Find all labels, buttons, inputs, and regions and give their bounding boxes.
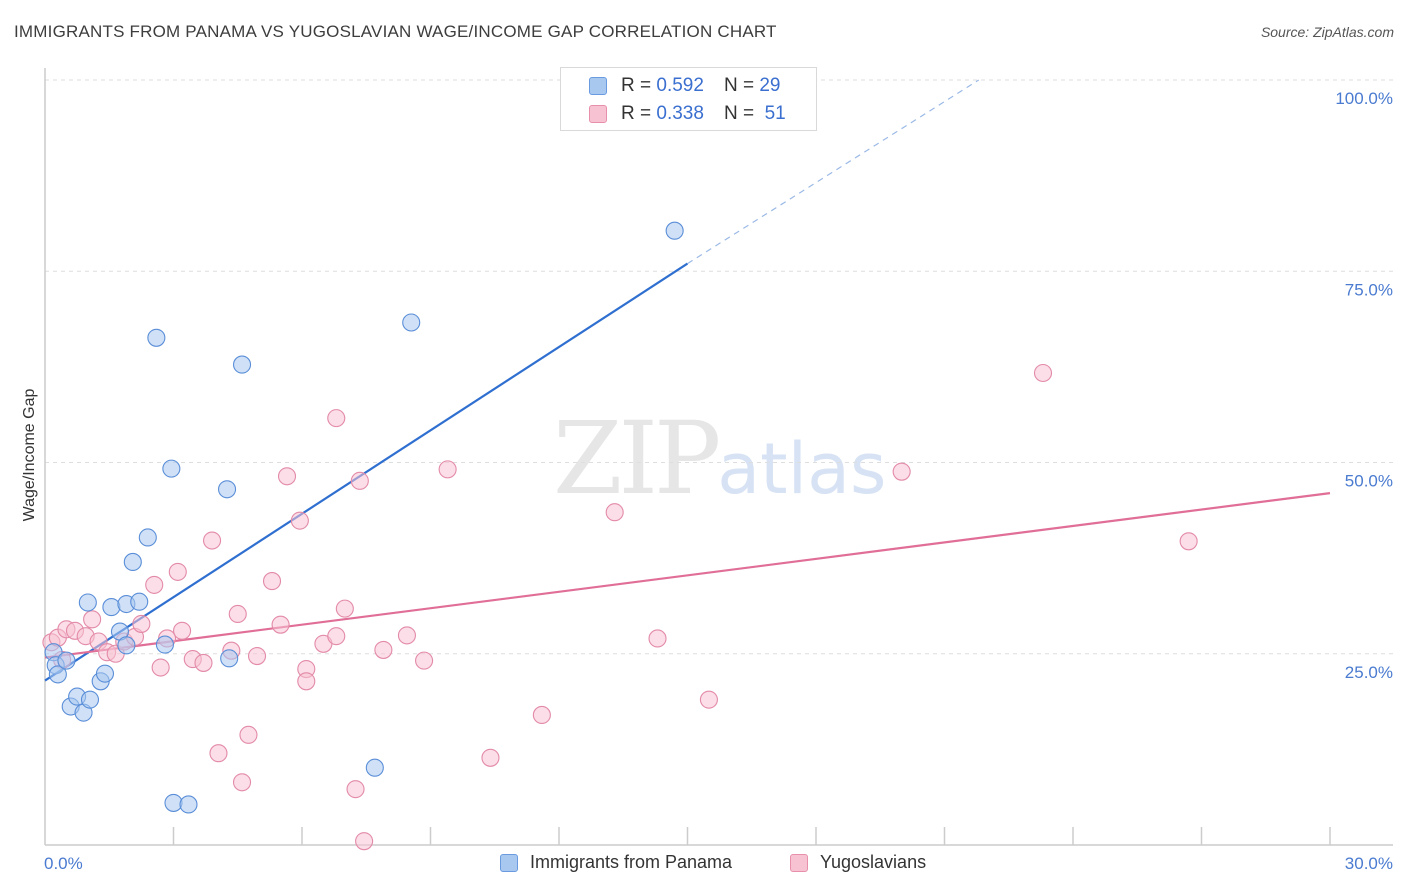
data-point-yugoslavians — [247, 646, 267, 666]
legend-swatch-yugoslavians — [589, 105, 607, 123]
data-point-yugoslavians — [397, 626, 416, 645]
data-point-yugoslavians — [350, 471, 369, 490]
data-point-yugoslavians — [1179, 532, 1198, 551]
data-point-panama — [155, 635, 174, 654]
y-tick-label: 75.0% — [1345, 280, 1393, 299]
data-point-yugoslavians — [346, 780, 365, 799]
data-point-panama — [147, 328, 166, 347]
y-tick-label: 100.0% — [1335, 89, 1393, 108]
legend-n-label: N = — [723, 103, 755, 124]
data-point-panama — [80, 690, 100, 709]
legend-n-label: N = — [723, 75, 755, 96]
data-point-yugoslavians — [297, 672, 316, 691]
data-point-yugoslavians — [648, 629, 667, 648]
data-point-panama — [365, 758, 384, 777]
y-tick-label: 25.0% — [1345, 663, 1393, 682]
legend-r-value-panama: 0.592 — [656, 75, 704, 96]
data-point-yugoslavians — [605, 503, 624, 522]
data-point-yugoslavians — [327, 627, 346, 646]
data-point-yugoslavians — [532, 705, 551, 725]
legend-n-value-panama: 29 — [759, 75, 781, 96]
legend-row-yugoslavians: R = 0.338 N = 51 — [561, 100, 786, 128]
data-point-panama — [665, 221, 684, 240]
data-point-panama — [179, 795, 198, 814]
data-point-yugoslavians — [271, 615, 290, 634]
series-legend-label-yugoslavians: Yugoslavians — [820, 852, 927, 872]
data-point-yugoslavians — [415, 651, 434, 670]
data-point-yugoslavians — [262, 572, 282, 591]
legend-swatch-panama — [589, 77, 607, 95]
data-point-yugoslavians — [168, 562, 187, 581]
watermark-atlas: atlas — [717, 428, 887, 510]
data-point-panama — [130, 592, 149, 611]
series-legend: Immigrants from Panama Yugoslavians — [0, 852, 1406, 878]
trend-line-extension-panama — [687, 79, 980, 265]
data-point-yugoslavians — [194, 653, 213, 672]
data-point-panama — [123, 552, 142, 572]
data-point-yugoslavians — [355, 832, 374, 851]
data-point-panama — [57, 651, 76, 670]
data-point-yugoslavians — [209, 744, 228, 763]
legend-r-label: R = — [621, 103, 652, 124]
data-point-panama — [220, 649, 239, 668]
data-point-yugoslavians — [892, 462, 911, 481]
data-point-panama — [117, 636, 136, 655]
data-point-yugoslavians — [290, 511, 309, 530]
data-point-yugoslavians — [374, 640, 393, 659]
chart-source: Source: ZipAtlas.com — [1260, 24, 1394, 40]
data-point-panama — [78, 593, 97, 612]
watermark: ZIPatlas — [553, 400, 886, 517]
data-points — [42, 221, 1198, 851]
data-point-yugoslavians — [699, 690, 718, 709]
data-point-yugoslavians — [145, 575, 164, 594]
data-point-yugoslavians — [481, 748, 500, 767]
series-swatch-panama — [500, 853, 518, 872]
data-point-yugoslavians — [83, 610, 102, 629]
chart-title: IMMIGRANTS FROM PANAMA VS YUGOSLAVIAN WA… — [14, 22, 777, 41]
trend-line-panama — [44, 262, 689, 682]
series-legend-item-yugoslavians: Yugoslavians — [790, 852, 926, 873]
data-point-yugoslavians — [203, 531, 222, 550]
axis-labels: Wage/Income Gap 25.0% 50.0% 75.0% 100.0% 0.0… — [21, 89, 1393, 873]
x-tick-label: 0.0% — [44, 854, 83, 873]
watermark-zip: ZIP — [553, 400, 721, 517]
data-point-yugoslavians — [335, 599, 354, 618]
data-point-panama — [164, 793, 183, 812]
axes — [44, 68, 1393, 846]
series-swatch-yugoslavians — [790, 853, 808, 872]
legend-n-value-yugoslavians: 51 — [764, 103, 786, 124]
data-point-yugoslavians — [438, 460, 457, 479]
trend-lines — [44, 79, 1331, 682]
data-point-panama — [138, 528, 157, 547]
x-tick-label: 30.0% — [1345, 854, 1393, 873]
series-legend-label-panama: Immigrants from Panama — [530, 852, 733, 872]
data-point-yugoslavians — [232, 773, 252, 792]
data-point-panama — [217, 480, 237, 499]
data-point-yugoslavians — [277, 467, 297, 486]
series-legend-item-panama: Immigrants from Panama — [500, 852, 732, 873]
data-point-yugoslavians — [327, 409, 346, 428]
data-point-panama — [402, 313, 421, 332]
data-point-yugoslavians — [151, 658, 170, 677]
data-point-yugoslavians — [132, 614, 151, 633]
stats-legend: R = 0.592 N = 29 R = 0.338 N = 51 — [560, 67, 817, 131]
data-point-yugoslavians — [228, 604, 247, 624]
data-point-yugoslavians — [173, 621, 192, 640]
data-point-panama — [95, 664, 115, 683]
trend-line-yugoslavians — [44, 492, 1331, 659]
legend-r-value-yugoslavians: 0.338 — [656, 103, 704, 124]
data-point-panama — [48, 665, 67, 684]
data-point-yugoslavians — [1033, 363, 1053, 383]
data-point-panama — [162, 459, 181, 478]
legend-r-label: R = — [621, 75, 652, 96]
y-axis-label: Wage/Income Gap — [21, 389, 38, 522]
data-point-panama — [102, 598, 121, 617]
y-tick-label: 50.0% — [1345, 472, 1393, 491]
legend-row-panama: R = 0.592 N = 29 — [561, 72, 780, 100]
data-point-panama — [232, 355, 252, 374]
data-point-yugoslavians — [239, 725, 258, 744]
